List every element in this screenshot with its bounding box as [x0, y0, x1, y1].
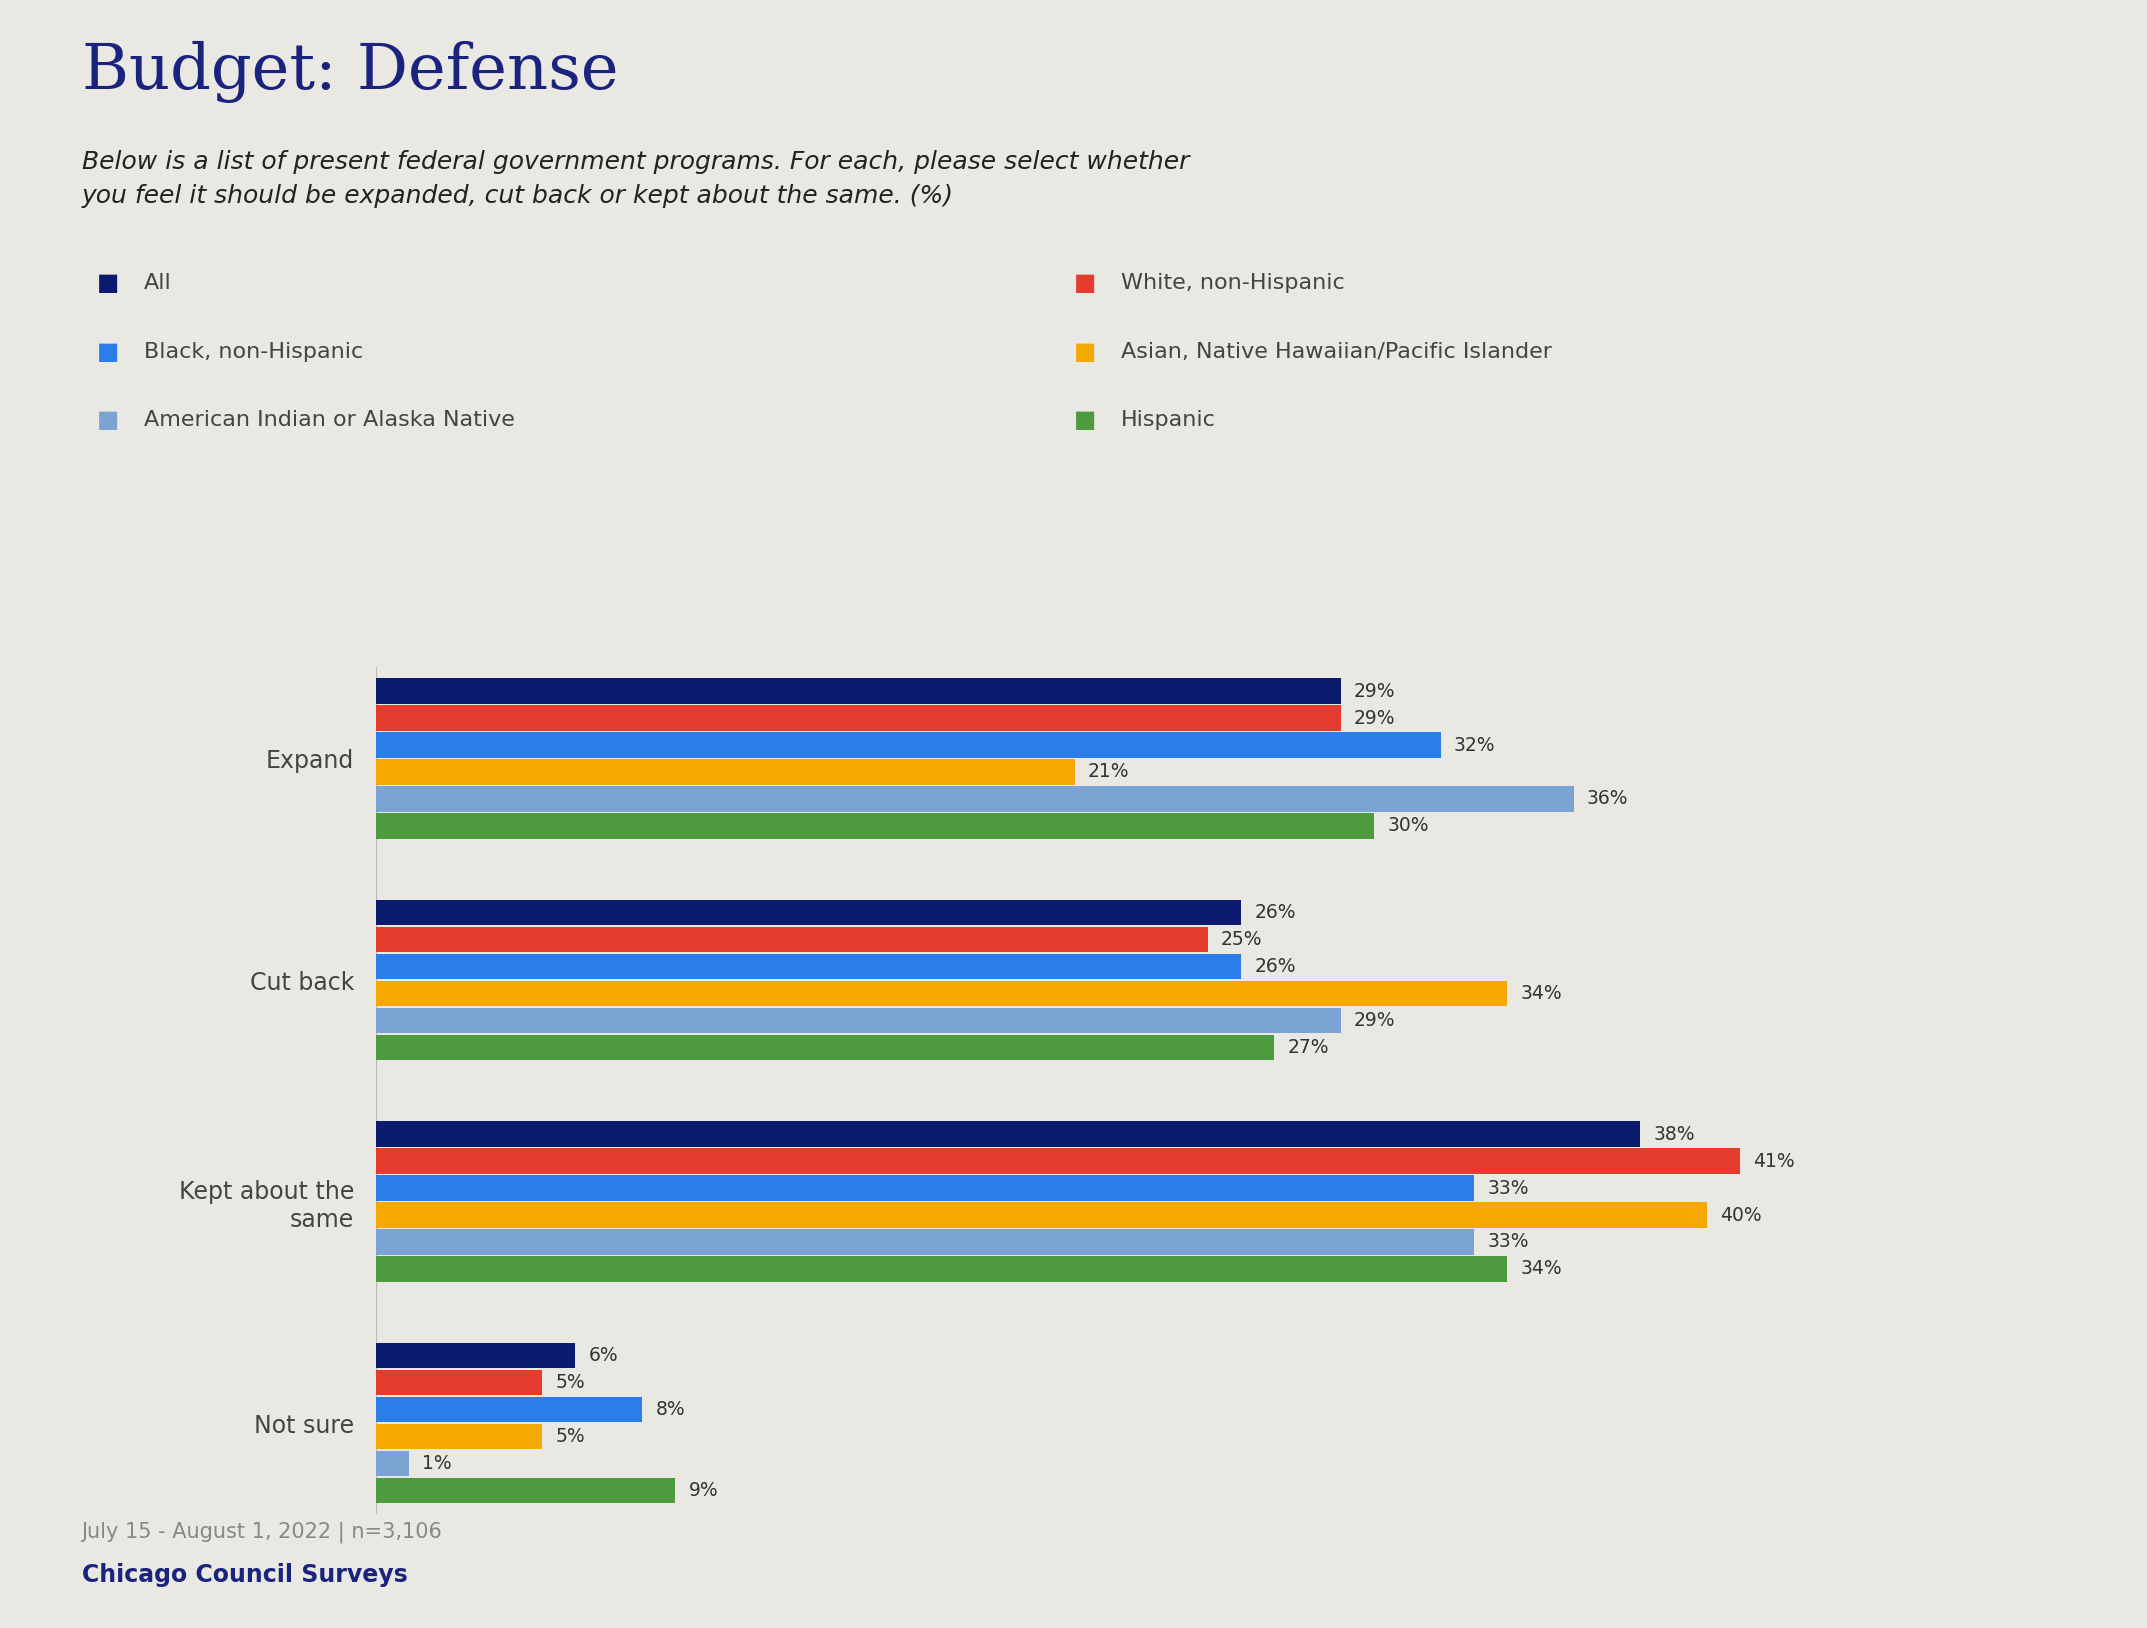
Bar	[376, 1424, 541, 1449]
Text: ■: ■	[1074, 409, 1095, 431]
Text: ■: ■	[1074, 272, 1095, 295]
Text: 40%: 40%	[1720, 1205, 1763, 1224]
Bar	[376, 1397, 642, 1423]
Text: 32%: 32%	[1454, 736, 1496, 754]
Text: 8%: 8%	[655, 1400, 685, 1420]
Bar	[376, 1343, 575, 1368]
Bar	[376, 705, 1340, 731]
Bar	[376, 1229, 1473, 1255]
Bar	[376, 814, 1374, 838]
Text: 29%: 29%	[1355, 708, 1396, 728]
Text: 38%: 38%	[1653, 1125, 1696, 1143]
Text: 5%: 5%	[556, 1372, 584, 1392]
Text: 33%: 33%	[1488, 1232, 1529, 1252]
Bar	[376, 1257, 1507, 1281]
Text: 9%: 9%	[689, 1481, 717, 1499]
Bar	[376, 1478, 674, 1503]
Bar	[376, 1008, 1340, 1034]
Text: Hispanic: Hispanic	[1121, 410, 1215, 430]
Bar	[376, 786, 1574, 812]
Text: 34%: 34%	[1520, 983, 1563, 1003]
Text: 6%: 6%	[588, 1346, 618, 1366]
Bar	[376, 1203, 1707, 1228]
Bar	[376, 1175, 1473, 1200]
Bar	[376, 926, 1207, 952]
Bar	[376, 1122, 1640, 1146]
Text: 36%: 36%	[1587, 790, 1630, 809]
Text: 5%: 5%	[556, 1428, 584, 1446]
Bar	[376, 733, 1441, 757]
Text: Asian, Native Hawaiian/Pacific Islander: Asian, Native Hawaiian/Pacific Islander	[1121, 342, 1552, 361]
Text: 27%: 27%	[1288, 1039, 1329, 1057]
Text: 29%: 29%	[1355, 1011, 1396, 1031]
Text: Below is a list of present federal government programs. For each, please select : Below is a list of present federal gover…	[82, 150, 1189, 208]
Text: ■: ■	[97, 409, 118, 431]
Text: 34%: 34%	[1520, 1260, 1563, 1278]
Bar	[376, 1035, 1275, 1060]
Bar	[376, 900, 1241, 925]
Text: July 15 - August 1, 2022 | n=3,106: July 15 - August 1, 2022 | n=3,106	[82, 1522, 442, 1543]
Text: Budget: Defense: Budget: Defense	[82, 41, 618, 103]
Text: 30%: 30%	[1387, 816, 1430, 835]
Bar	[376, 1148, 1739, 1174]
Text: American Indian or Alaska Native: American Indian or Alaska Native	[144, 410, 515, 430]
Text: 33%: 33%	[1488, 1179, 1529, 1198]
Text: White, non-Hispanic: White, non-Hispanic	[1121, 274, 1344, 293]
Bar	[376, 982, 1507, 1006]
Text: All: All	[144, 274, 172, 293]
Text: ■: ■	[97, 340, 118, 363]
Text: ■: ■	[1074, 340, 1095, 363]
Bar	[376, 759, 1076, 785]
Text: 41%: 41%	[1754, 1151, 1795, 1171]
Text: ■: ■	[97, 272, 118, 295]
Bar	[376, 1369, 541, 1395]
Bar	[376, 1451, 408, 1477]
Text: 25%: 25%	[1222, 930, 1262, 949]
Text: 1%: 1%	[423, 1454, 451, 1473]
Text: 26%: 26%	[1254, 957, 1297, 977]
Bar	[376, 679, 1340, 703]
Bar	[376, 954, 1241, 978]
Text: 26%: 26%	[1254, 904, 1297, 921]
Text: Black, non-Hispanic: Black, non-Hispanic	[144, 342, 363, 361]
Text: 21%: 21%	[1089, 762, 1129, 781]
Text: 29%: 29%	[1355, 682, 1396, 700]
Text: Chicago Council Surveys: Chicago Council Surveys	[82, 1563, 408, 1587]
